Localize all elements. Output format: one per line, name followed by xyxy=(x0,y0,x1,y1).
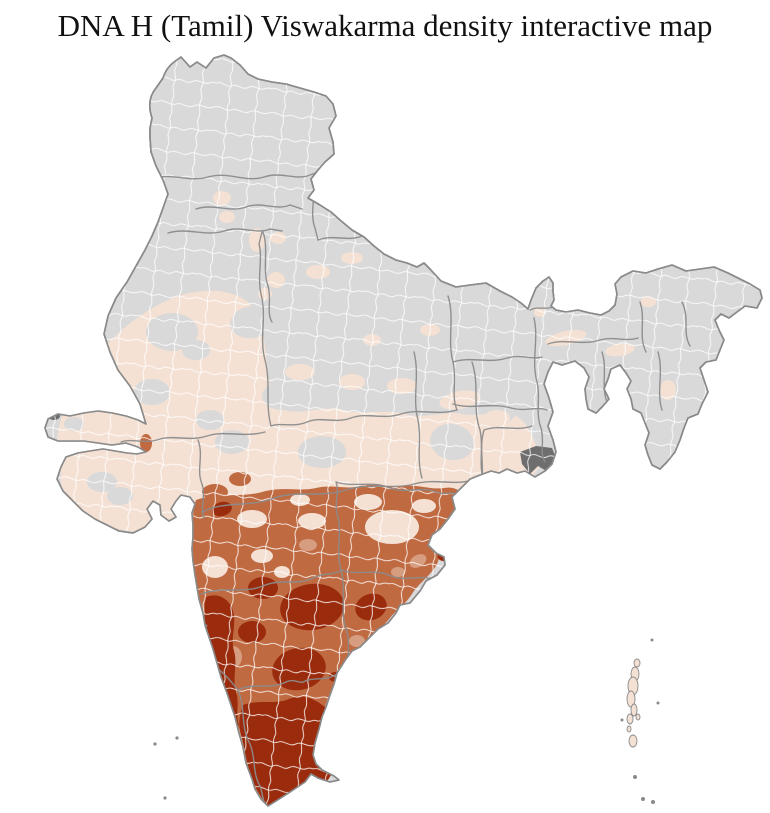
island[interactable] xyxy=(628,734,638,748)
state-border xyxy=(201,479,473,513)
state-border xyxy=(533,317,546,463)
district-patch[interactable] xyxy=(343,666,361,680)
state-border xyxy=(413,351,423,479)
state-border xyxy=(452,355,543,363)
island[interactable] xyxy=(626,713,634,725)
island[interactable] xyxy=(651,800,655,804)
state-border xyxy=(197,439,205,519)
island[interactable] xyxy=(635,713,641,721)
island[interactable] xyxy=(656,701,660,705)
state-border xyxy=(120,431,266,443)
island[interactable] xyxy=(650,638,654,642)
india-coastline xyxy=(44,54,763,807)
page-title: DNA H (Tamil) Viswakarma density interac… xyxy=(57,8,713,43)
state-border xyxy=(167,228,283,234)
district-boundaries-overlay xyxy=(45,55,762,806)
island[interactable] xyxy=(163,796,167,800)
state-border xyxy=(195,204,303,210)
island[interactable] xyxy=(153,742,157,746)
state-border xyxy=(149,171,319,181)
island[interactable] xyxy=(630,703,638,717)
island[interactable] xyxy=(633,658,641,668)
andaman-nicobar-islands[interactable] xyxy=(620,638,660,805)
island[interactable] xyxy=(626,725,632,733)
island[interactable] xyxy=(641,797,645,801)
state-border xyxy=(302,673,338,683)
state-border xyxy=(471,361,485,483)
state-border xyxy=(258,231,272,427)
lakshadweep-islands[interactable] xyxy=(153,736,179,800)
island[interactable] xyxy=(175,736,179,740)
state-border xyxy=(262,231,273,323)
island[interactable] xyxy=(620,718,624,722)
state-border xyxy=(200,569,342,595)
state-border xyxy=(547,301,691,411)
island[interactable] xyxy=(633,775,637,779)
